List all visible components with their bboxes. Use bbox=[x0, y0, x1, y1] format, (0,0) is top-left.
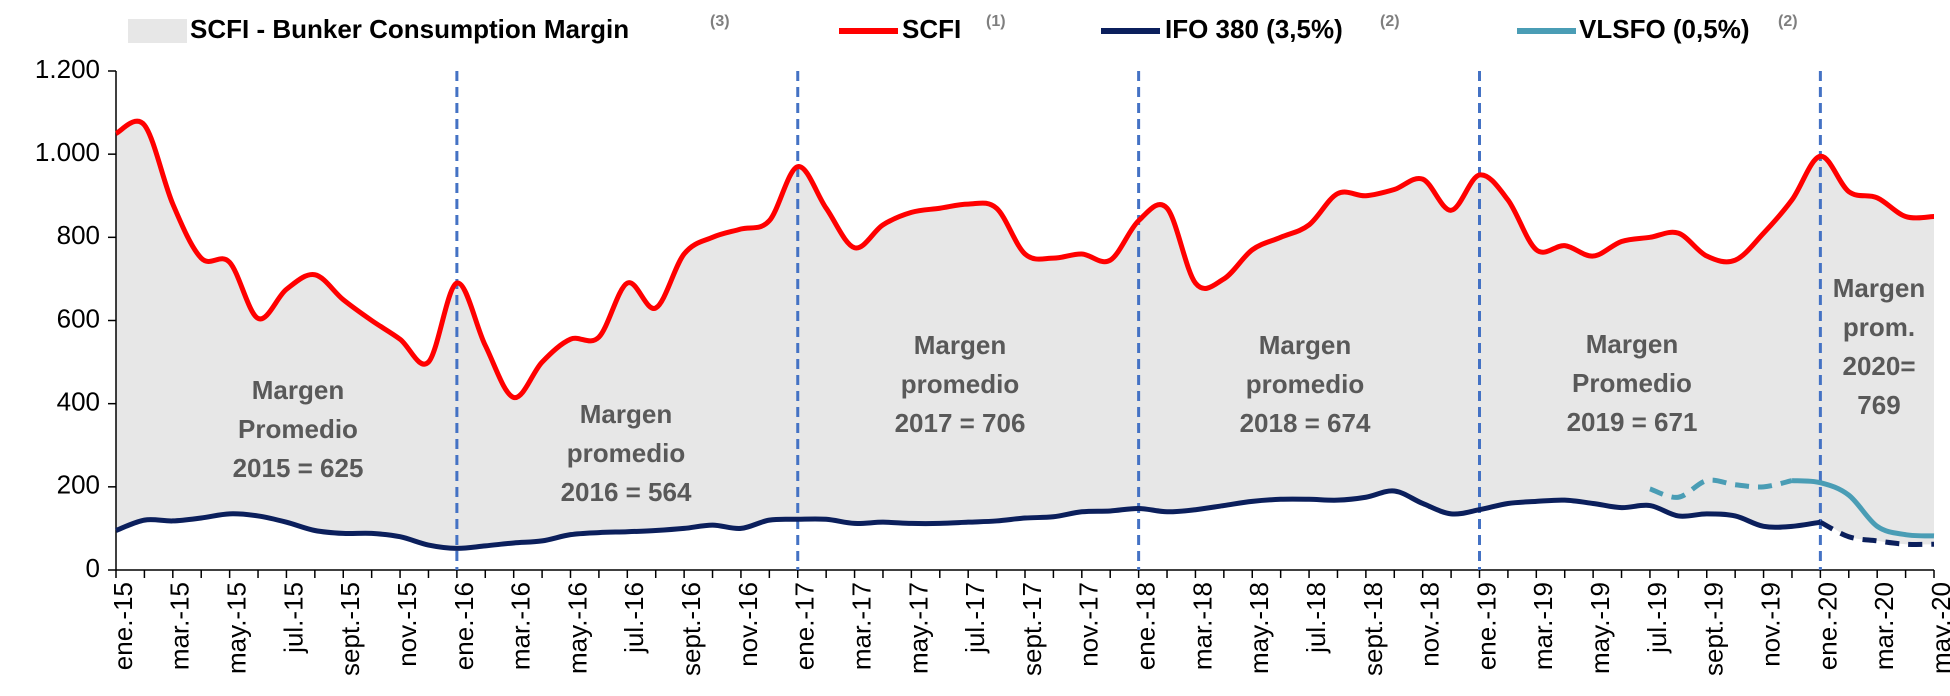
x-tick-label: may.-20 bbox=[1926, 582, 1950, 674]
x-tick-label: nov.-16 bbox=[733, 582, 763, 667]
annotation: Margen bbox=[914, 330, 1006, 360]
annotation: Promedio bbox=[1572, 368, 1692, 398]
y-tick-label: 200 bbox=[57, 470, 100, 500]
legend-note: (2) bbox=[1778, 13, 1798, 30]
x-tick-label: mar.-16 bbox=[506, 582, 536, 670]
x-tick-label: sept.-16 bbox=[676, 582, 706, 676]
legend-note: (3) bbox=[710, 13, 730, 30]
x-tick-label: mar.-15 bbox=[165, 582, 195, 670]
x-tick-label: mar.-17 bbox=[846, 582, 876, 670]
series-line bbox=[115, 488, 1821, 551]
x-tick-label: nov.-19 bbox=[1755, 582, 1785, 667]
x-tick-label: ene.-15 bbox=[108, 582, 138, 670]
x-tick-label: nov.-18 bbox=[1415, 582, 1445, 667]
x-tick-label: jul.-17 bbox=[960, 582, 990, 654]
annotation: promedio bbox=[1246, 369, 1364, 399]
annotation: 2017 = 706 bbox=[895, 408, 1026, 438]
x-tick-label: nov.-17 bbox=[1074, 582, 1104, 667]
y-tick-label: 0 bbox=[86, 553, 100, 583]
annotation: promedio bbox=[567, 438, 685, 468]
series-line bbox=[1791, 478, 1935, 539]
x-tick-label: mar.-20 bbox=[1869, 582, 1899, 670]
annotation: 769 bbox=[1857, 390, 1900, 420]
x-tick-label: ene.-19 bbox=[1471, 582, 1501, 670]
y-tick-label: 400 bbox=[57, 387, 100, 417]
x-tick-label: sept.-17 bbox=[1017, 582, 1047, 676]
x-tick-label: ene.-20 bbox=[1812, 582, 1842, 670]
legend-note: (2) bbox=[1380, 13, 1400, 30]
x-tick-label: may.-16 bbox=[562, 582, 592, 674]
legend-swatch bbox=[128, 19, 187, 43]
annotation: Margen bbox=[1586, 329, 1678, 359]
x-tick-label: ene.-16 bbox=[449, 582, 479, 670]
annotation: Margen bbox=[252, 375, 344, 405]
x-tick-label: nov.-15 bbox=[392, 582, 422, 667]
annotation: prom. bbox=[1843, 312, 1915, 342]
x-tick-label: sept.-19 bbox=[1699, 582, 1729, 676]
legend-label: VLSFO (0,5%) bbox=[1579, 14, 1749, 44]
x-tick-label: jul.-15 bbox=[278, 582, 308, 654]
annotation: Margen bbox=[1833, 273, 1925, 303]
annotation: promedio bbox=[901, 369, 1019, 399]
annotation: 2020= bbox=[1842, 351, 1915, 381]
x-tick-label: may.-18 bbox=[1244, 582, 1274, 674]
annotation: 2015 = 625 bbox=[233, 453, 364, 483]
x-tick-label: may.-19 bbox=[1585, 582, 1615, 674]
annotation: Margen bbox=[580, 399, 672, 429]
x-tick-label: may.-17 bbox=[903, 582, 933, 674]
annotation: 2016 = 564 bbox=[561, 477, 692, 507]
y-tick-label: 1.000 bbox=[35, 137, 100, 167]
legend-label: IFO 380 (3,5%) bbox=[1165, 14, 1343, 44]
x-tick-label: may.-15 bbox=[222, 582, 252, 674]
x-tick-label: jul.-18 bbox=[1301, 582, 1331, 654]
x-tick-label: sept.-15 bbox=[335, 582, 365, 676]
x-tick-label: sept.-18 bbox=[1358, 582, 1388, 676]
legend-note: (1) bbox=[986, 13, 1006, 30]
series-line bbox=[1649, 477, 1793, 500]
x-tick-label: mar.-19 bbox=[1528, 582, 1558, 670]
series-line bbox=[1819, 519, 1935, 547]
x-tick-label: mar.-18 bbox=[1187, 582, 1217, 670]
y-tick-label: 1.200 bbox=[35, 54, 100, 84]
legend-label: SCFI bbox=[902, 14, 961, 44]
x-tick-label: jul.-19 bbox=[1642, 582, 1672, 654]
annotation: Margen bbox=[1259, 330, 1351, 360]
x-tick-label: ene.-17 bbox=[790, 582, 820, 670]
annotation: 2018 = 674 bbox=[1240, 408, 1371, 438]
annotation: Promedio bbox=[238, 414, 358, 444]
annotation: 2019 = 671 bbox=[1567, 407, 1698, 437]
y-tick-label: 800 bbox=[57, 220, 100, 250]
y-tick-label: 600 bbox=[57, 303, 100, 333]
x-tick-label: ene.-18 bbox=[1131, 582, 1161, 670]
legend-label: SCFI - Bunker Consumption Margin bbox=[190, 14, 629, 44]
x-tick-label: jul.-16 bbox=[619, 582, 649, 654]
series-line bbox=[114, 118, 1935, 400]
